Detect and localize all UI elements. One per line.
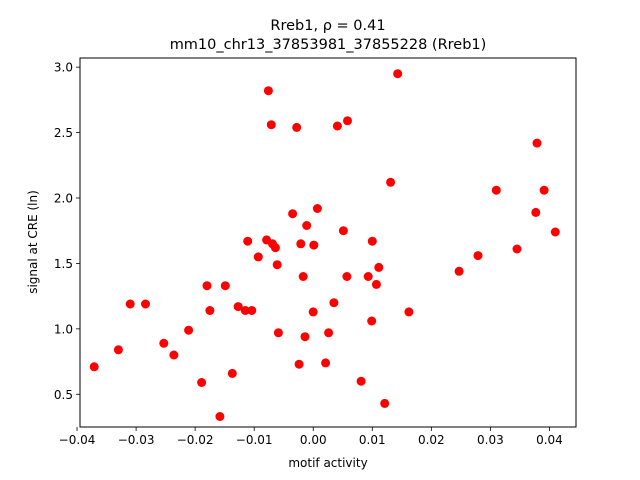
data-point-25	[273, 328, 283, 338]
data-point-57	[531, 207, 541, 217]
data-point-31	[300, 332, 310, 342]
data-point-28	[294, 359, 304, 369]
data-point-30	[298, 272, 308, 281]
x-tick-label-8: 0.03	[477, 433, 504, 447]
data-point-41	[342, 272, 352, 281]
data-point-34	[309, 240, 319, 250]
data-point-16	[243, 236, 253, 246]
data-point-50	[386, 177, 396, 187]
data-point-58	[532, 138, 542, 148]
y-axis-label: signal at CRE (ln)	[26, 190, 40, 294]
data-point-2	[113, 345, 123, 355]
data-point-60	[550, 227, 560, 237]
data-point-43	[356, 376, 366, 386]
data-point-17	[247, 306, 257, 315]
data-point-46	[367, 236, 377, 246]
data-point-53	[454, 266, 464, 276]
data-point-8	[197, 378, 207, 387]
data-point-5	[159, 338, 169, 348]
chart-title-line-2: mm10_chr13_37853981_37855228 (Rreb1)	[170, 37, 487, 53]
data-point-49	[380, 398, 390, 408]
data-point-13	[227, 368, 237, 378]
y-tick-label-3: 1.5	[54, 257, 73, 271]
data-point-21	[266, 120, 276, 130]
data-point-36	[321, 358, 331, 368]
data-point-15	[240, 306, 250, 315]
data-point-44	[363, 272, 373, 281]
data-point-33	[308, 307, 318, 317]
y-tick-label-5: 2.5	[54, 126, 73, 140]
data-point-38	[329, 298, 339, 308]
x-tick-label-2: −0.03	[118, 433, 155, 447]
y-tick-label-2: 1.0	[54, 322, 73, 336]
data-points	[89, 69, 560, 421]
data-point-11	[215, 412, 225, 421]
data-point-23	[270, 243, 280, 253]
data-point-47	[371, 279, 381, 289]
y-tick-label-1: 0.5	[54, 388, 73, 402]
data-point-40	[338, 226, 348, 236]
y-tick-label-4: 2.0	[54, 192, 73, 206]
data-point-1	[89, 362, 99, 372]
x-tick-label-5: 0.00	[300, 433, 327, 447]
data-point-26	[288, 209, 298, 219]
data-point-48	[374, 262, 384, 272]
data-point-27	[292, 122, 302, 132]
data-point-51	[393, 69, 403, 79]
x-tick-label-3: −0.02	[177, 433, 214, 447]
data-point-9	[202, 281, 212, 291]
data-point-52	[404, 307, 414, 317]
data-point-20	[263, 86, 273, 96]
data-point-55	[491, 185, 501, 195]
y-tick-label-6: 3.0	[54, 61, 73, 75]
data-point-12	[220, 281, 230, 291]
data-point-54	[473, 251, 483, 261]
data-point-7	[184, 325, 194, 335]
data-point-4	[141, 299, 150, 309]
x-tick-label-9: 0.04	[536, 433, 563, 447]
axes-frame	[79, 57, 577, 428]
x-tick-label-7: 0.02	[418, 433, 445, 447]
data-point-39	[332, 121, 342, 131]
data-point-56	[512, 244, 522, 254]
chart-title-line-1: Rreb1, ρ = 0.41	[270, 18, 385, 34]
axis-ticks: −0.04 −0.03 −0.02 −0.01 0.00 0.01 0.02 0.03 0.04…	[54, 61, 563, 447]
data-point-29	[296, 239, 306, 249]
data-point-14	[233, 302, 243, 312]
data-point-24	[272, 260, 282, 270]
data-point-3	[125, 299, 135, 309]
x-tick-label-6: 0.01	[359, 433, 386, 447]
data-point-10	[205, 306, 215, 315]
data-point-42	[343, 116, 352, 126]
x-tick-label-4: −0.01	[236, 433, 273, 447]
data-point-32	[302, 221, 312, 230]
data-point-37	[324, 328, 334, 338]
x-axis-label: motif activity	[288, 456, 367, 470]
x-tick-label-1: −0.04	[59, 433, 96, 447]
data-point-18	[253, 252, 263, 262]
data-point-6	[169, 350, 179, 360]
data-point-59	[539, 185, 549, 195]
data-point-45	[367, 316, 377, 326]
data-point-35	[312, 204, 322, 213]
